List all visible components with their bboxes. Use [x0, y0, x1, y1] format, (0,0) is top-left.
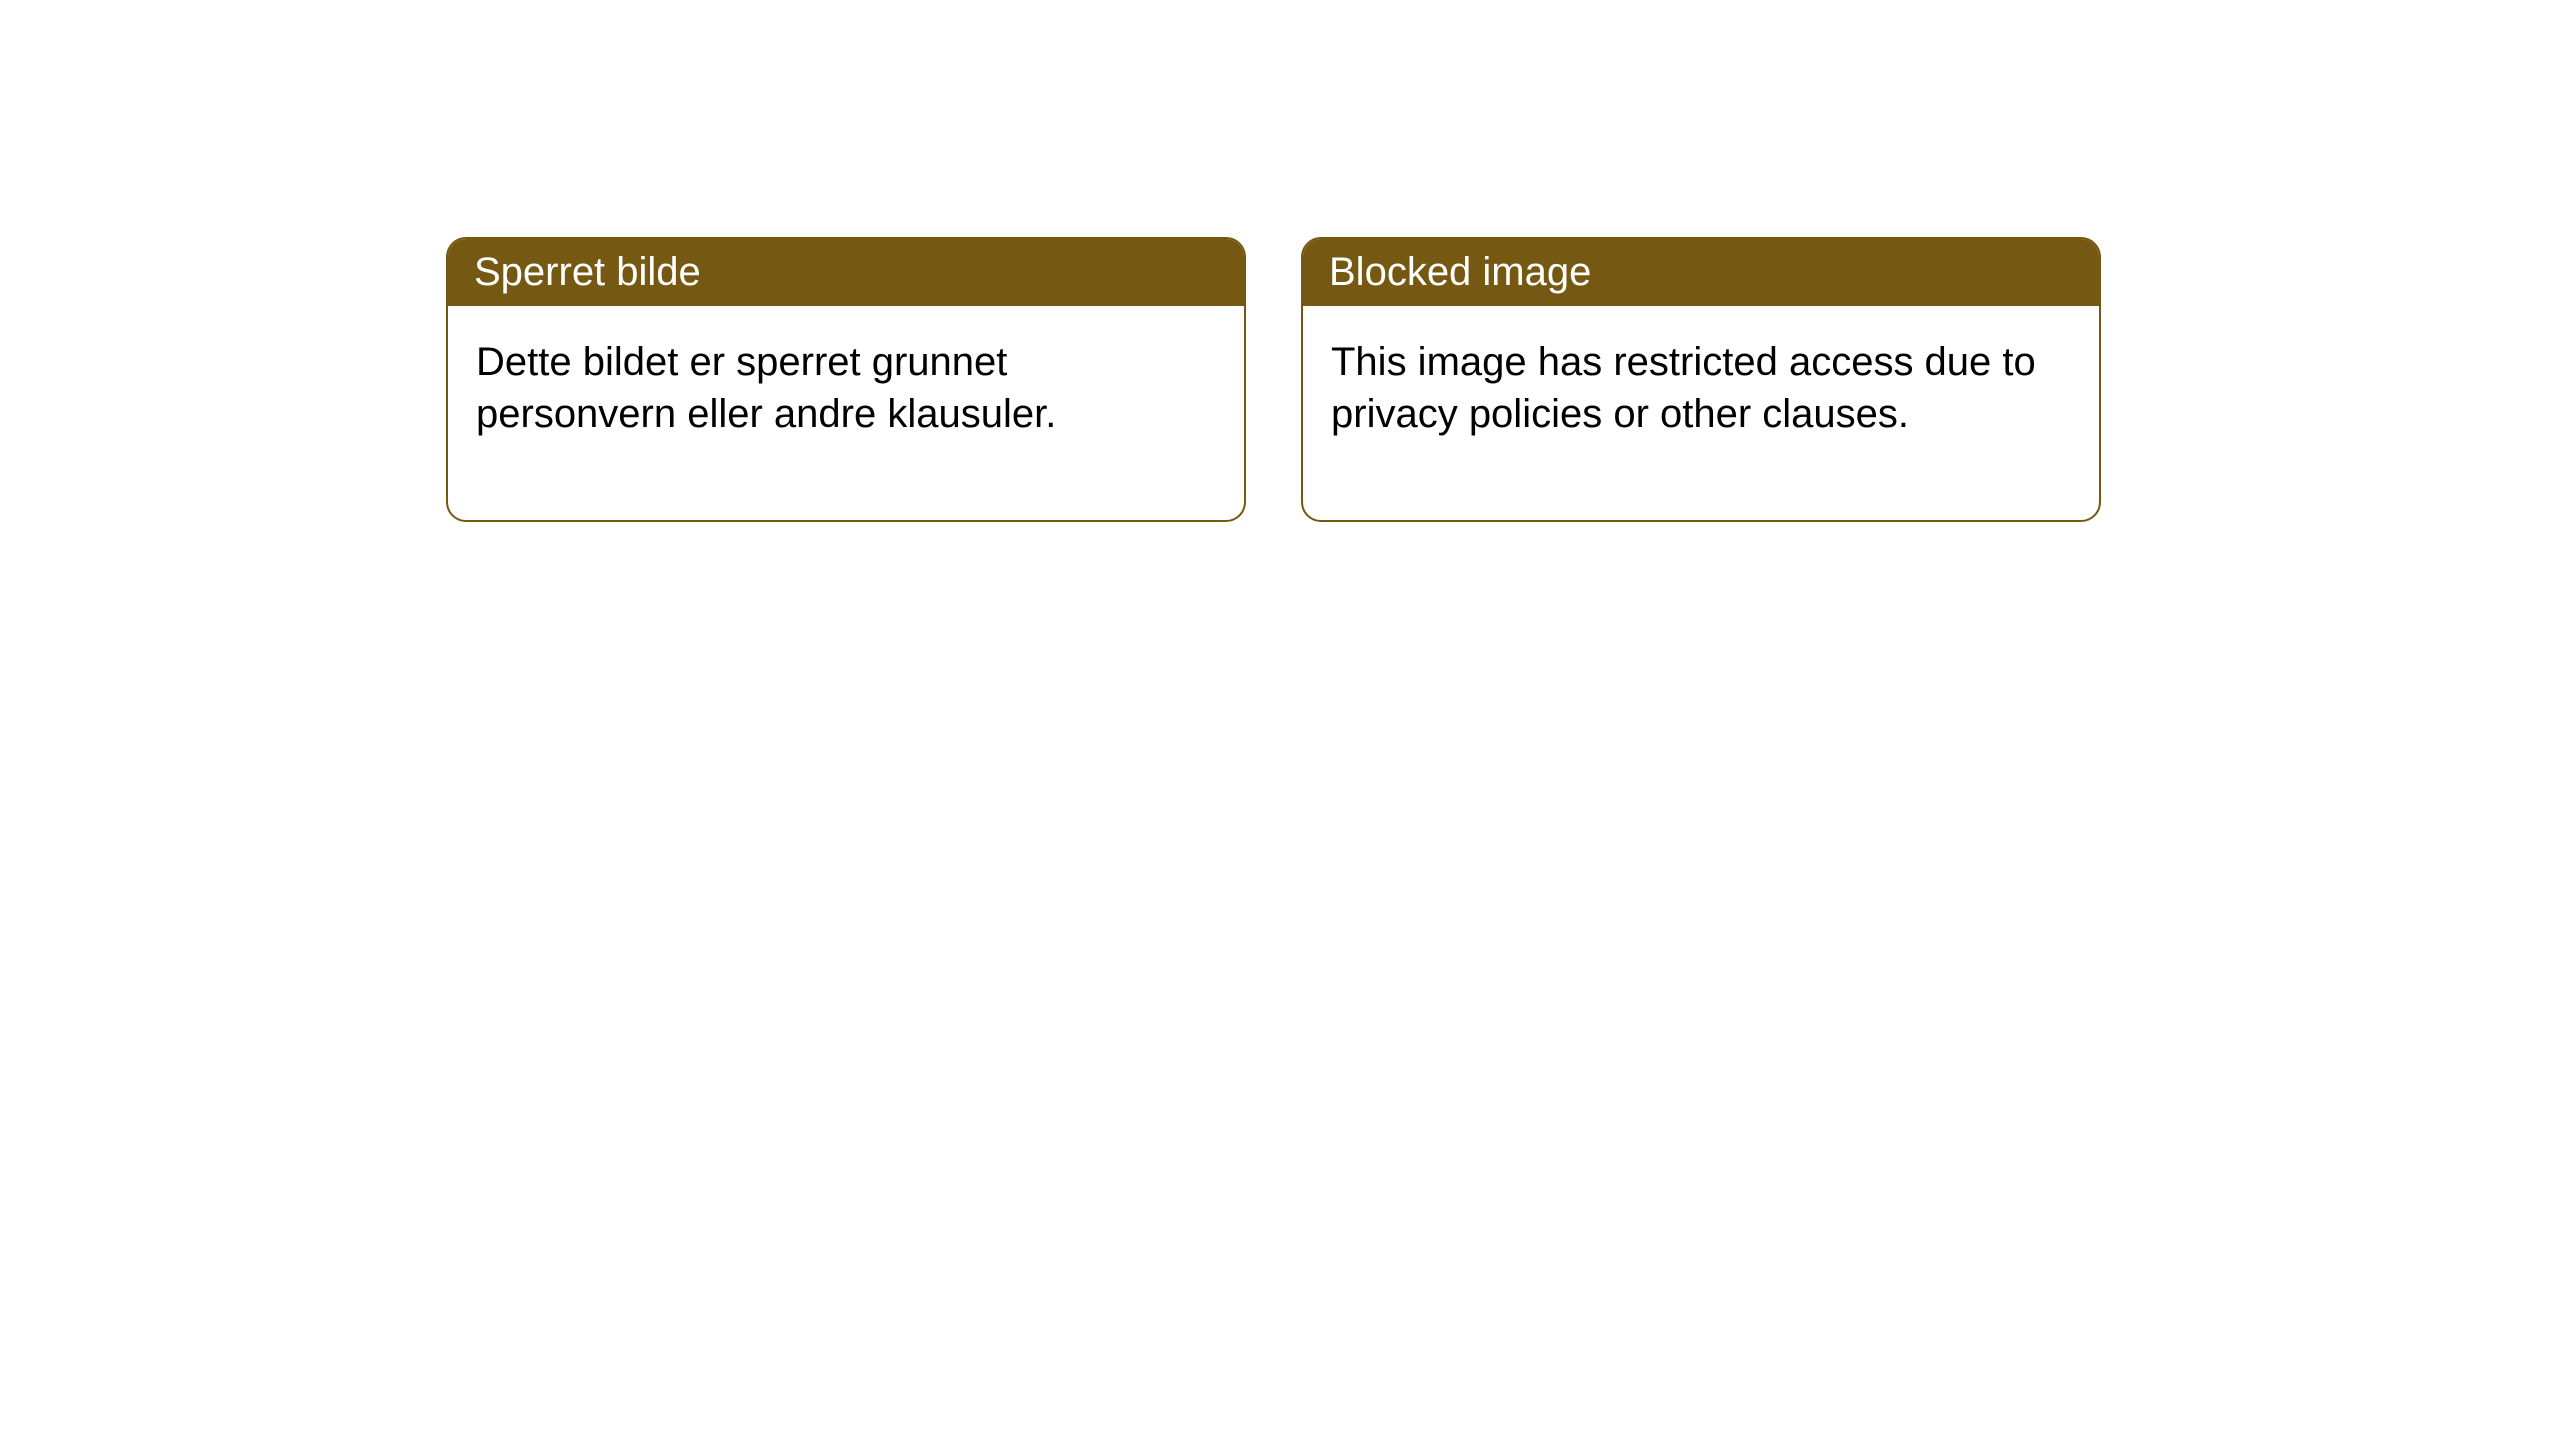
card-header: Sperret bilde — [448, 239, 1244, 306]
card-title: Sperret bilde — [474, 250, 701, 294]
notice-card-english: Blocked image This image has restricted … — [1301, 237, 2101, 522]
card-title: Blocked image — [1329, 250, 1591, 294]
card-body-text: Dette bildet er sperret grunnet personve… — [476, 340, 1056, 436]
card-header: Blocked image — [1303, 239, 2099, 306]
card-body-text: This image has restricted access due to … — [1331, 340, 2036, 436]
notice-card-norwegian: Sperret bilde Dette bildet er sperret gr… — [446, 237, 1246, 522]
card-body: This image has restricted access due to … — [1303, 306, 2099, 520]
card-body: Dette bildet er sperret grunnet personve… — [448, 306, 1244, 520]
notice-cards-container: Sperret bilde Dette bildet er sperret gr… — [446, 237, 2101, 522]
